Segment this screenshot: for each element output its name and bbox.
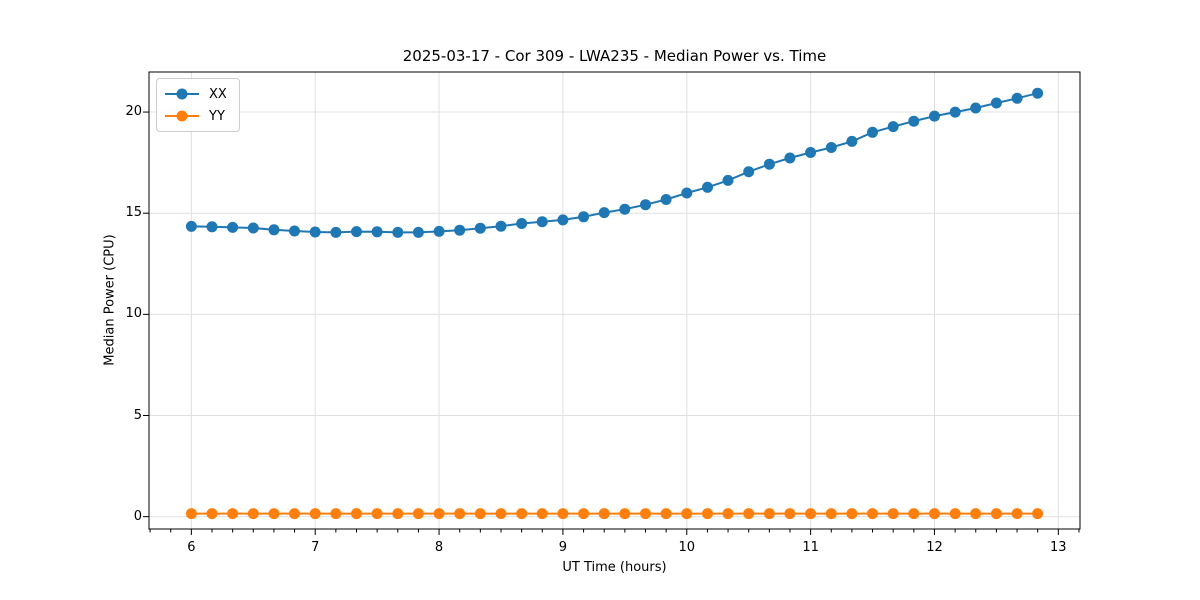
x-tick-label: 8 bbox=[434, 540, 444, 555]
legend-label-xx: XX bbox=[209, 86, 227, 102]
y-tick-label: 10 bbox=[125, 306, 142, 322]
y-tick-label: 15 bbox=[125, 205, 142, 221]
x-tick-label: 9 bbox=[558, 540, 568, 555]
legend: XX YY bbox=[156, 78, 240, 132]
x-tick-label: 10 bbox=[678, 540, 696, 555]
x-axis-label: UT Time (hours) bbox=[562, 560, 667, 575]
y-tick-label: 20 bbox=[125, 104, 142, 120]
legend-label-yy: YY bbox=[209, 108, 225, 124]
x-tick-label: 13 bbox=[1050, 540, 1067, 555]
x-tick-label: 7 bbox=[311, 540, 320, 555]
x-tick-label: 11 bbox=[802, 540, 819, 555]
legend-item-xx: XX bbox=[164, 83, 227, 105]
chart-title: 2025-03-17 - Cor 309 - LWA235 - Median P… bbox=[402, 47, 827, 65]
x-tick-label: 6 bbox=[187, 540, 196, 555]
legend-line-sample-yy bbox=[165, 110, 199, 122]
x-tick-label: 12 bbox=[926, 540, 943, 555]
legend-item-yy: YY bbox=[164, 105, 227, 127]
legend-line-sample-xx bbox=[165, 88, 199, 100]
y-tick-label: 5 bbox=[133, 407, 142, 423]
y-axis-label: Median Power (CPU) bbox=[102, 234, 118, 366]
y-tick-label: 0 bbox=[133, 508, 142, 524]
